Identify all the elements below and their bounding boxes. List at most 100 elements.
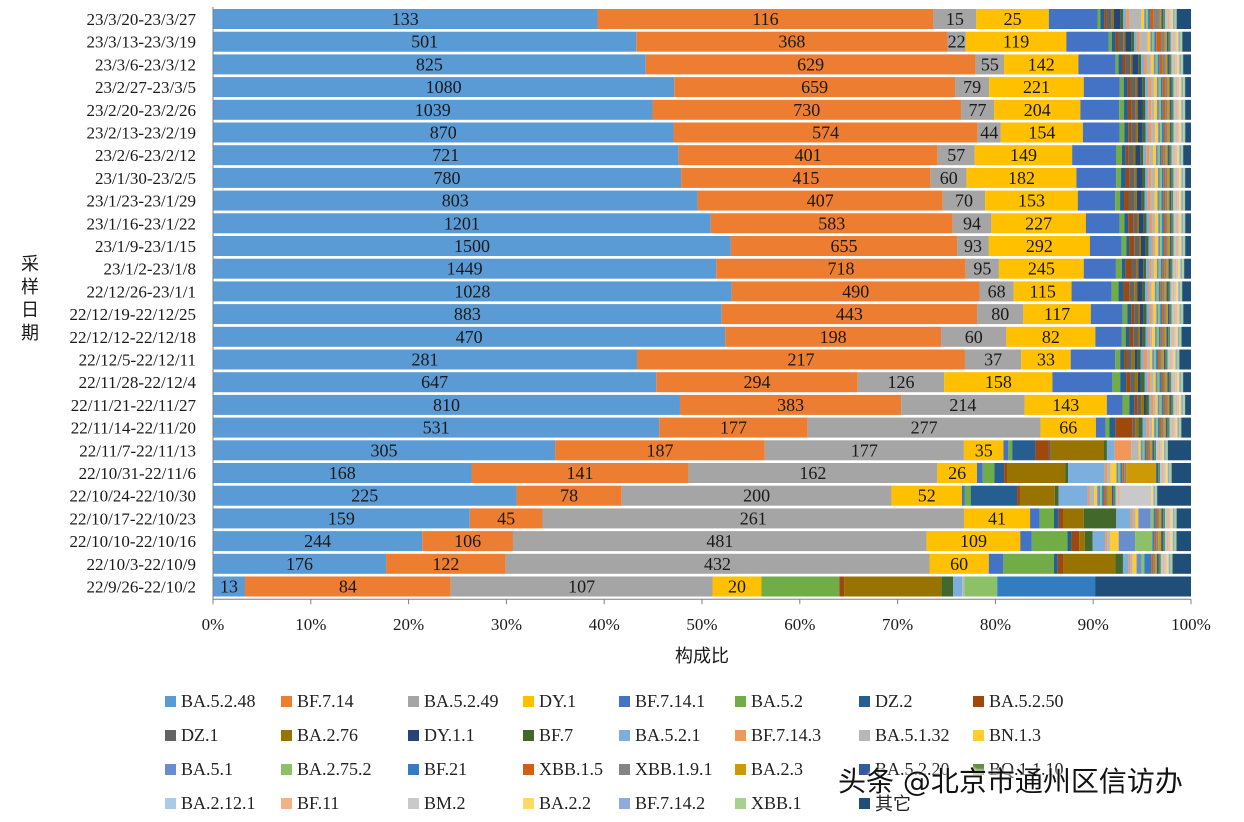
data-label: 443 <box>836 304 863 324</box>
legend-label: BA.5.1.32 <box>875 724 950 745</box>
data-label: 106 <box>454 531 481 551</box>
bar-segment <box>1155 54 1158 75</box>
bar-segment <box>1165 122 1168 143</box>
bar-segment <box>1118 31 1124 52</box>
bar-segment <box>1157 372 1160 393</box>
bar-segment <box>1119 99 1125 120</box>
data-label: 77 <box>969 100 987 120</box>
bar-segment <box>1160 304 1163 325</box>
bar-segment <box>1048 440 1051 461</box>
bar-segment <box>1129 281 1135 302</box>
watermark-text: 头条 @北京市通州区信访办 <box>838 765 1183 798</box>
bar-segment <box>1171 236 1174 256</box>
legend-label: BQ.1.1.10 <box>989 758 1064 779</box>
bar-segment <box>1076 167 1117 188</box>
bar-segment <box>1128 145 1134 166</box>
bar-segment <box>1146 145 1150 166</box>
bar-segment <box>1152 349 1155 370</box>
bar-segment <box>1163 349 1166 370</box>
bar-segment <box>1159 394 1162 415</box>
bar-segment <box>1181 326 1191 347</box>
bar-segment <box>213 576 245 597</box>
bar-segment <box>1115 349 1121 370</box>
legend-item: DY.1 <box>523 690 576 712</box>
bar-segment <box>1162 258 1165 279</box>
legend-item: 其它 <box>859 792 911 814</box>
bar-segment <box>1163 463 1166 483</box>
bar-segment <box>1175 394 1178 415</box>
legend-label: BA.2.75.2 <box>297 758 372 779</box>
bar-segment <box>213 508 470 529</box>
bar-segment <box>1176 531 1191 552</box>
bar-segment <box>1157 99 1159 120</box>
bar-segment <box>1115 553 1123 574</box>
bar-segment <box>1160 258 1163 279</box>
bar-segment <box>656 372 858 393</box>
bar-segment <box>471 463 689 483</box>
bar-segment <box>1172 258 1175 279</box>
bar-segment <box>716 258 966 279</box>
bar-segment <box>1148 236 1152 256</box>
bar-segment <box>1105 417 1110 438</box>
bar-segment <box>1136 553 1142 574</box>
bar-segment <box>1170 531 1173 552</box>
bar-segment <box>1183 167 1186 188</box>
bar-segment <box>1175 145 1178 166</box>
legend-item: BN.1.3 <box>973 724 1041 746</box>
data-label: 153 <box>1018 191 1045 211</box>
bar-segment <box>982 463 995 483</box>
bar-segment <box>1175 417 1178 438</box>
bar-segment <box>555 440 765 461</box>
bar-segment <box>712 576 762 597</box>
data-label: 810 <box>433 395 460 415</box>
data-label: 176 <box>286 554 313 574</box>
bar-segment <box>1129 167 1135 188</box>
bar-segment <box>1122 394 1130 415</box>
bar-segment <box>1162 213 1164 234</box>
bar-segment <box>1177 213 1180 234</box>
legend-item: BA.5.2.48 <box>165 690 256 712</box>
bar-segment <box>1160 326 1163 347</box>
bar-segment <box>1159 508 1162 529</box>
bar-segment <box>1149 145 1154 166</box>
bar-segment <box>1169 463 1172 483</box>
bar-segment <box>1150 190 1155 211</box>
bar-segment <box>1161 531 1164 552</box>
bar-segment <box>1126 236 1130 256</box>
bar-segment <box>1136 167 1143 188</box>
bar-segment <box>1166 326 1169 347</box>
bar-segment <box>1179 122 1182 143</box>
y-axis-title: 采样日期 <box>21 254 39 343</box>
bar-segment <box>1173 417 1176 438</box>
bar-segment <box>1128 122 1132 143</box>
bar-segment <box>1175 304 1178 325</box>
bar-segment <box>1095 417 1106 438</box>
bar-segment <box>1173 213 1176 234</box>
data-label: 60 <box>940 168 958 188</box>
data-label: 82 <box>1042 327 1060 347</box>
data-label: 1039 <box>415 100 451 120</box>
data-label: 60 <box>965 327 983 347</box>
bar-segment <box>941 326 1007 347</box>
legend-swatch <box>735 695 746 707</box>
bar-segment <box>839 576 845 597</box>
bar-segment <box>1161 9 1164 29</box>
bar-segment <box>1153 236 1156 256</box>
bar-segment <box>1159 372 1162 393</box>
bar-segment <box>1146 258 1150 279</box>
bar-segment <box>213 553 387 574</box>
bar-segment <box>1089 236 1122 256</box>
bar-segment <box>725 326 942 347</box>
bar-segment <box>1153 304 1157 325</box>
bar-segment <box>1165 167 1168 188</box>
y-tick-label: 22/9/26-22/10/2 <box>86 578 196 597</box>
bar-segment <box>1175 77 1178 98</box>
bar-segment <box>1120 190 1125 211</box>
legend-label: DY.1 <box>539 690 577 711</box>
legend-swatch <box>165 797 176 809</box>
bar-segment <box>1185 77 1191 98</box>
data-label: 126 <box>888 372 915 392</box>
bar-segment <box>213 77 675 98</box>
legend-swatch <box>619 695 630 707</box>
stacked-bar-chart: 133 116 15 25 23/3/20-23/3/27 501 368 22 119 23/3… <box>21 7 1211 666</box>
